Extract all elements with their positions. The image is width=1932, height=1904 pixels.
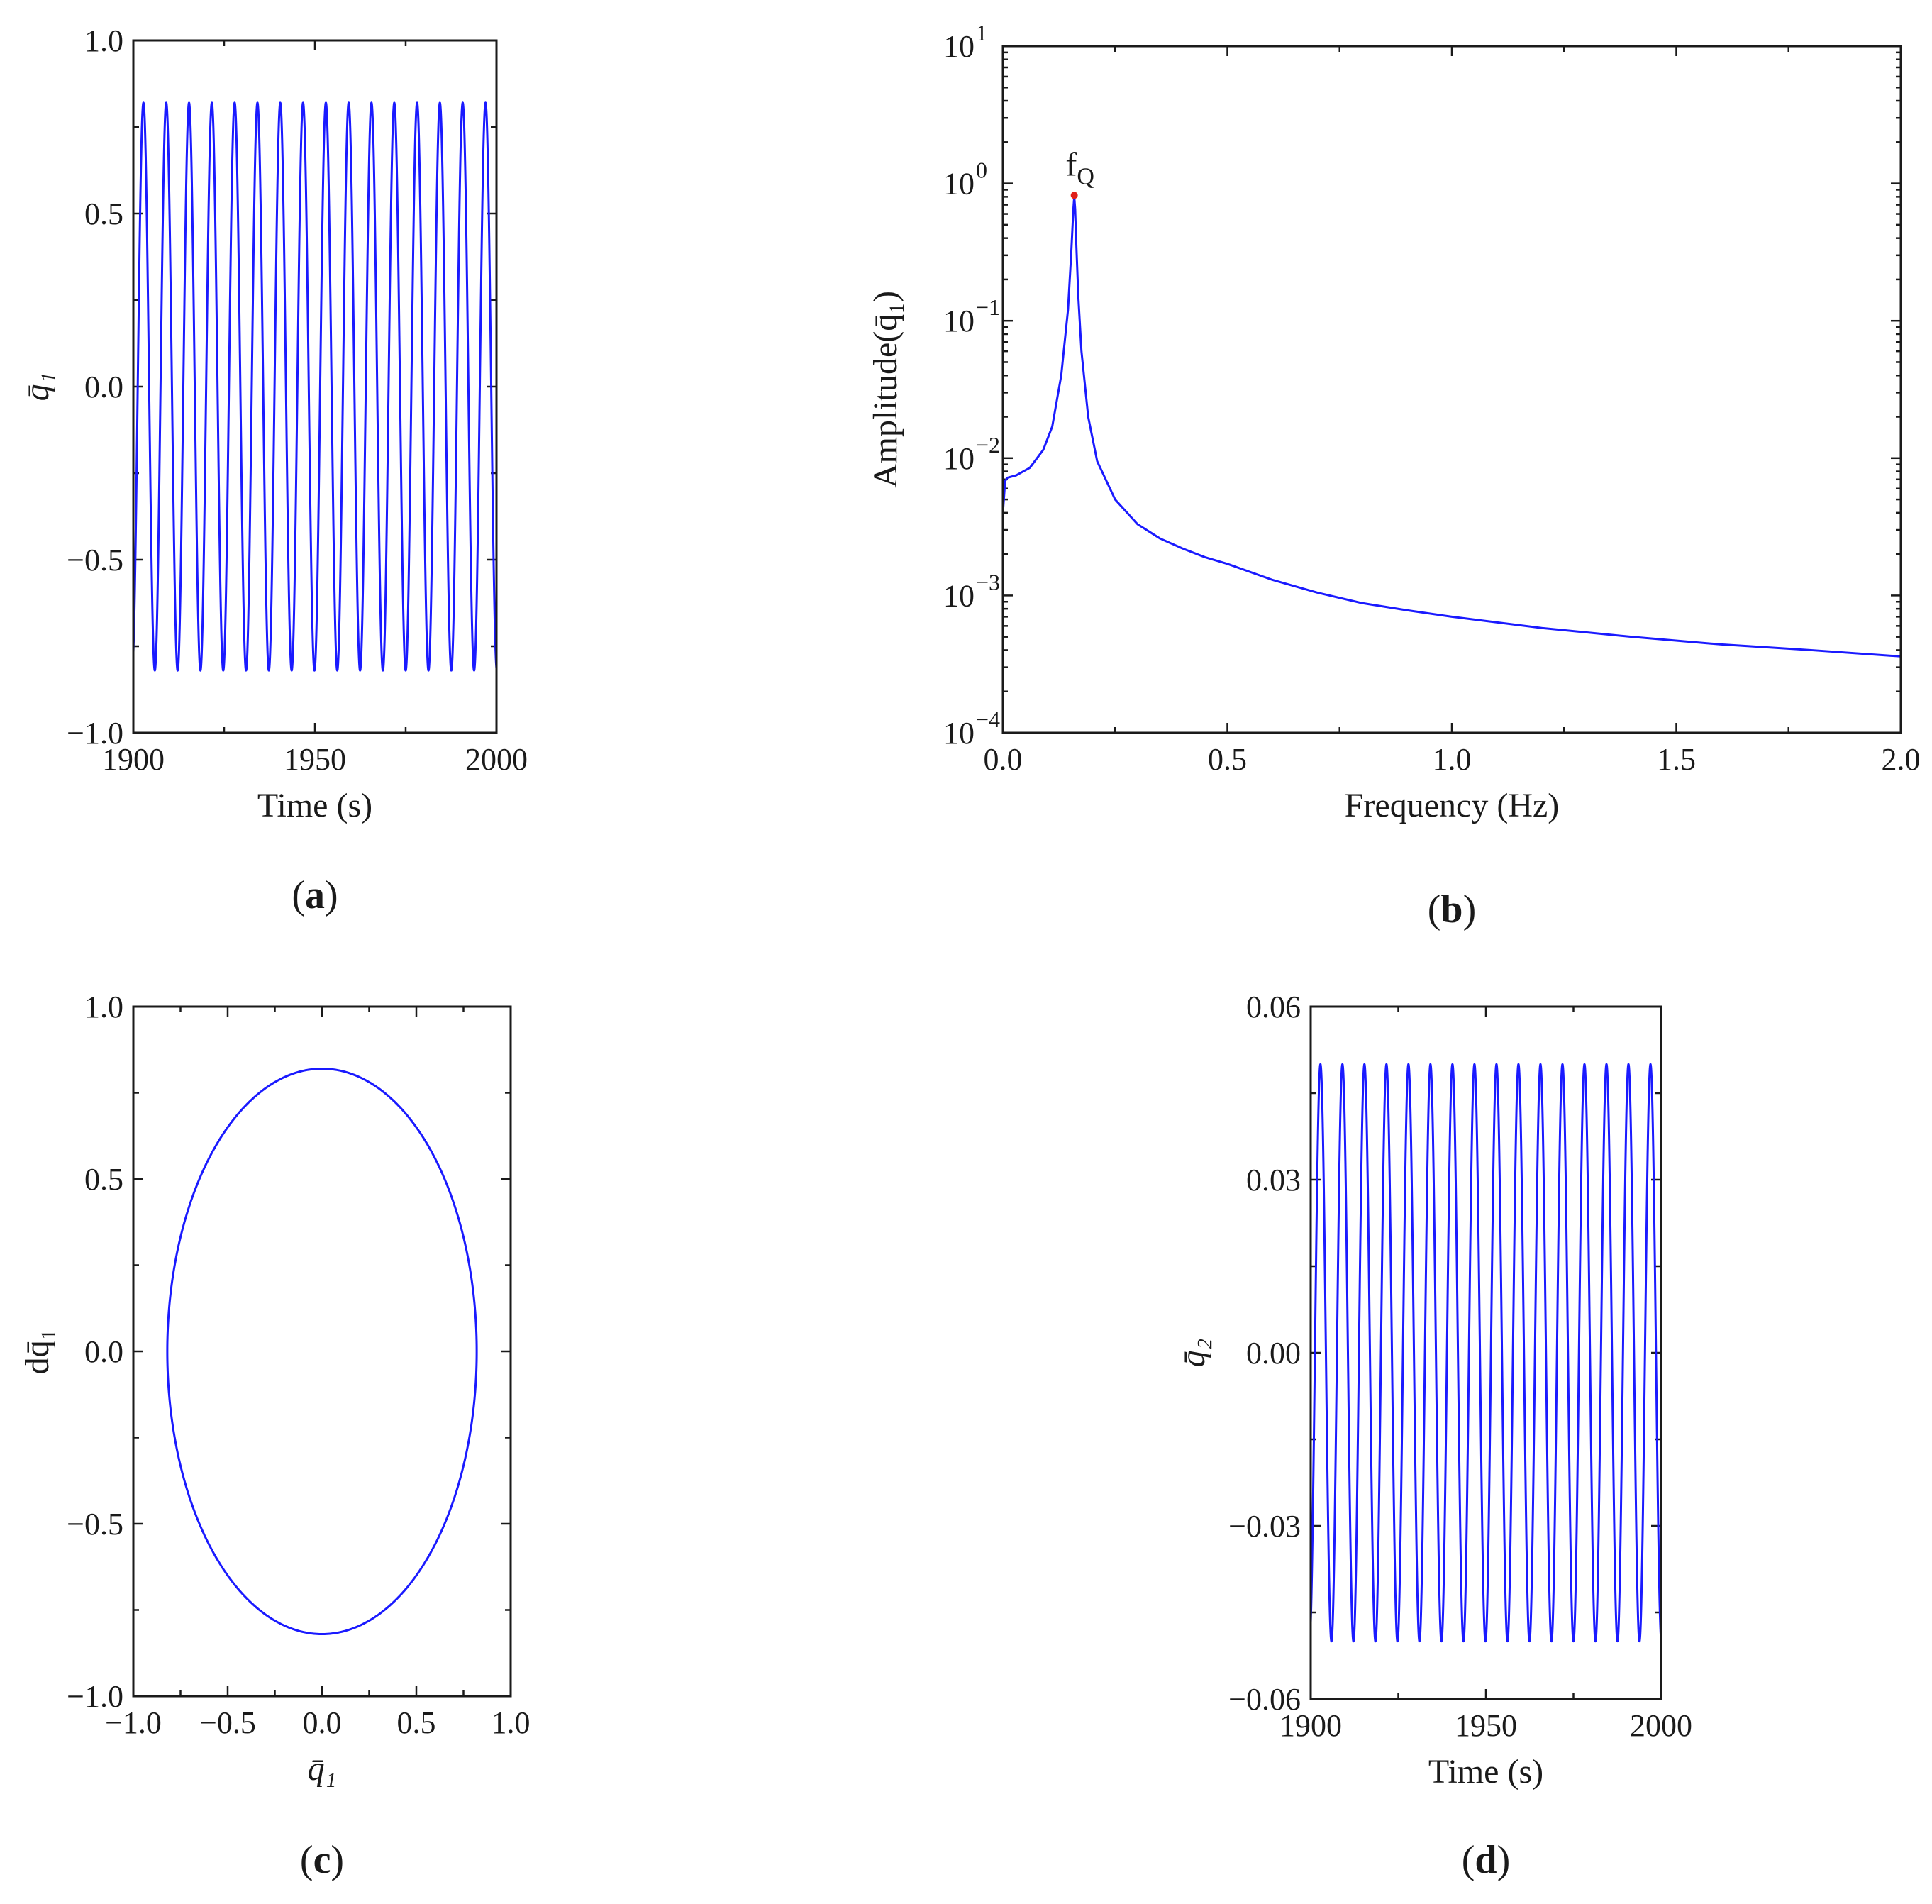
c-phase-orbit-line — [166, 1067, 478, 1636]
a-panel-label: (a) — [292, 873, 338, 917]
b-y-tick-label: 10 — [943, 441, 975, 476]
b-y-tick-exponent: −3 — [976, 569, 1000, 594]
a-time-series-line — [132, 101, 498, 672]
c-x-tick-label: 1.0 — [492, 1705, 531, 1740]
a-y-axis-label: q̄₁ — [18, 372, 56, 402]
b-y-tick-label: 10 — [943, 578, 975, 613]
c-x-axis-label: q̄₁ — [308, 1750, 337, 1788]
d-y-tick-label: 0.00 — [1246, 1336, 1301, 1371]
a-x-axis-label: Time (s) — [257, 787, 372, 824]
d-y-tick-label: −0.06 — [1228, 1682, 1301, 1717]
d-tick-labels: 1900 1950 2000 −0.06 −0.03 0.00 0.03 0.06 — [1228, 990, 1692, 1743]
c-tick-labels: −1.0 −0.5 0.0 0.5 1.0 −1.0 −0.5 0.0 0.5 1.0 — [67, 990, 530, 1740]
b-y-tick-exponent: −2 — [976, 432, 1000, 458]
a-y-tick-label: 0.0 — [84, 370, 123, 404]
d-panel-label: (d) — [1462, 1838, 1510, 1882]
d-x-tick-label: 1900 — [1279, 1708, 1342, 1743]
b-panel-label: (b) — [1428, 887, 1476, 931]
b-spectrum-line — [1001, 195, 1902, 658]
panel-c: −1.0 −0.5 0.0 0.5 1.0 −1.0 −0.5 0.0 0.5 1.0 q̄₁ d… — [18, 990, 531, 1882]
b-peak-marker — [1070, 192, 1078, 199]
c-ticks — [132, 1005, 512, 1698]
panel-a: 1900 1950 2000 −1.0 −0.5 0.0 0.5 1.0 Time (s) q… — [18, 23, 528, 917]
c-panel-label: (c) — [300, 1838, 344, 1882]
b-y-tick-label: 10 — [943, 716, 975, 751]
c-x-tick-label: 0.5 — [397, 1705, 436, 1740]
b-panel-letter: b — [1440, 887, 1462, 931]
a-y-tick-label: −0.5 — [67, 543, 123, 577]
c-axes-frame — [132, 1005, 512, 1698]
a-x-tick-label: 2000 — [465, 742, 528, 777]
b-x-tick-label: 1.0 — [1433, 742, 1472, 777]
c-y-tick-label: −1.0 — [67, 1679, 123, 1714]
c-panel-letter: c — [313, 1838, 331, 1882]
a-x-tick-label: 1950 — [284, 742, 346, 777]
b-peak-label-sub: Q — [1077, 163, 1094, 189]
b-y-tick-exponent: −4 — [976, 707, 1000, 732]
b-y-tick-exponent: 0 — [976, 157, 987, 183]
b-x-tick-label: 1.5 — [1657, 742, 1696, 777]
c-y-tick-label: −0.5 — [67, 1507, 123, 1542]
b-axes-frame — [1001, 45, 1902, 734]
d-x-axis-label: Time (s) — [1428, 1753, 1543, 1790]
panel-d: 1900 1950 2000 −0.06 −0.03 0.00 0.03 0.06 Time … — [1175, 990, 1692, 1882]
c-y-tick-label: 1.0 — [84, 990, 123, 1024]
b-ticks — [1001, 45, 1902, 734]
a-y-tick-label: 1.0 — [84, 23, 123, 58]
a-x-tick-label: 1900 — [102, 742, 165, 777]
b-y-tick-exponent: −1 — [976, 294, 1000, 320]
d-y-tick-label: −0.03 — [1228, 1509, 1301, 1544]
b-x-tick-label: 2.0 — [1882, 742, 1921, 777]
d-panel-letter: d — [1475, 1838, 1497, 1882]
b-peak-label: fQ — [1065, 145, 1094, 189]
a-tick-labels: 1900 1950 2000 −1.0 −0.5 0.0 0.5 1.0 — [67, 23, 528, 777]
c-y-tick-label: 0.0 — [84, 1334, 123, 1369]
a-axes-frame — [132, 39, 498, 734]
d-y-tick-label: 0.06 — [1246, 990, 1301, 1024]
c-y-axis-label: dq̄₁ — [18, 1329, 56, 1375]
c-x-tick-label: 0.0 — [303, 1705, 342, 1740]
d-x-tick-label: 1950 — [1455, 1708, 1517, 1743]
b-y-tick-label: 10 — [943, 167, 975, 201]
d-axes-frame — [1309, 1005, 1662, 1700]
c-x-tick-label: −1.0 — [105, 1705, 162, 1740]
a-y-tick-label: −1.0 — [67, 716, 123, 751]
b-y-tick-label: 10 — [943, 304, 975, 338]
b-y-axis-label: Amplitude(q̄₁) — [867, 291, 904, 488]
b-peak-label-main: f — [1065, 145, 1077, 183]
d-time-series-line — [1309, 1063, 1662, 1643]
b-y-tick-label: 10 — [943, 29, 975, 64]
d-y-axis-label: q̄₂ — [1175, 1339, 1212, 1368]
d-y-tick-label: 0.03 — [1246, 1163, 1301, 1197]
d-x-tick-label: 2000 — [1630, 1708, 1692, 1743]
c-x-tick-label: −0.5 — [199, 1705, 256, 1740]
c-y-tick-label: 0.5 — [84, 1162, 123, 1197]
b-y-tick-exponent: 1 — [976, 20, 987, 45]
b-x-tick-label: 0.0 — [984, 742, 1023, 777]
b-x-tick-label: 0.5 — [1208, 742, 1247, 777]
a-panel-letter: a — [305, 873, 325, 917]
b-x-axis-label: Frequency (Hz) — [1345, 787, 1560, 824]
a-y-tick-label: 0.5 — [84, 197, 123, 231]
